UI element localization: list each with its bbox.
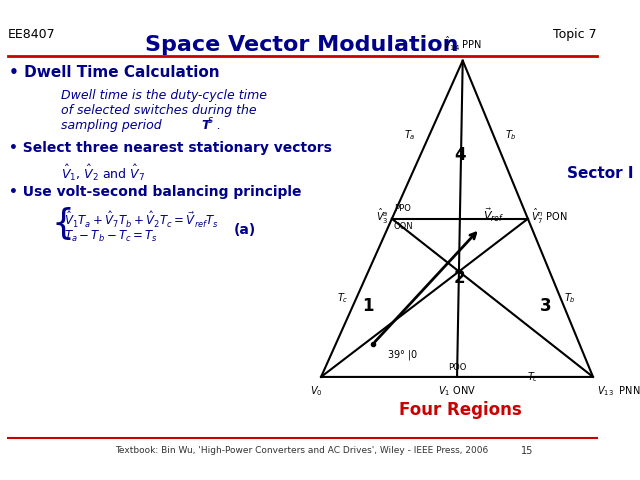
- Text: $V_{13}$  PNN: $V_{13}$ PNN: [597, 384, 640, 398]
- Text: 2: 2: [454, 269, 466, 287]
- Text: POO: POO: [448, 363, 466, 372]
- Text: of selected switches during the: of selected switches during the: [61, 104, 257, 117]
- Text: $V_1$ ONV: $V_1$ ONV: [438, 384, 476, 398]
- Text: $T_a$: $T_a$: [404, 128, 416, 142]
- Text: $\hat{V}_7^n$ PON: $\hat{V}_7^n$ PON: [531, 206, 567, 226]
- Text: $T_c$: $T_c$: [337, 291, 349, 305]
- Text: sampling period: sampling period: [61, 119, 166, 132]
- Text: $T_b$: $T_b$: [505, 128, 516, 142]
- Text: $T_c$: $T_c$: [527, 370, 538, 384]
- Text: $\vec{V}_{ref}$: $\vec{V}_{ref}$: [483, 206, 505, 224]
- Text: 15: 15: [521, 446, 534, 456]
- Text: 39° $|0$: 39° $|0$: [387, 348, 419, 361]
- Text: (a): (a): [234, 223, 257, 237]
- Text: Topic 7: Topic 7: [553, 27, 597, 40]
- Text: T: T: [201, 119, 210, 132]
- Text: $\hat{V}_1$, $\hat{V}_2$ and $\hat{V}_7$: $\hat{V}_1$, $\hat{V}_2$ and $\hat{V}_7$: [61, 163, 145, 183]
- Text: EE8407: EE8407: [8, 27, 55, 40]
- Text: $\hat{V}_3^a$: $\hat{V}_3^a$: [376, 206, 388, 226]
- Text: • Dwell Time Calculation: • Dwell Time Calculation: [10, 65, 220, 80]
- Text: • Select three nearest stationary vectors: • Select three nearest stationary vector…: [10, 141, 332, 155]
- Text: {: {: [52, 207, 75, 241]
- Text: $T_a - T_b - T_c = T_s$: $T_a - T_b - T_c = T_s$: [64, 228, 158, 244]
- Text: 1: 1: [362, 297, 374, 315]
- Text: $\hat{V}_{14}$ PPN: $\hat{V}_{14}$ PPN: [444, 35, 482, 53]
- Text: Textbook: Bin Wu, 'High-Power Converters and AC Drives', Wiley - IEEE Press, 200: Textbook: Bin Wu, 'High-Power Converters…: [116, 446, 489, 455]
- Text: • Use volt-second balancing principle: • Use volt-second balancing principle: [10, 185, 302, 199]
- Text: s: s: [208, 115, 213, 125]
- Text: $T_b$: $T_b$: [564, 291, 576, 305]
- Text: 3: 3: [540, 297, 552, 315]
- Text: OON: OON: [394, 222, 413, 230]
- Text: Sector I: Sector I: [566, 167, 633, 181]
- Text: Four Regions: Four Regions: [399, 401, 521, 419]
- Text: PPO: PPO: [394, 204, 411, 213]
- Text: 4: 4: [454, 146, 466, 164]
- Text: Space Vector Modulation: Space Vector Modulation: [145, 35, 459, 55]
- Text: $V_0$: $V_0$: [310, 384, 323, 398]
- Text: $\hat{V}_1 T_a + \hat{V}_7 T_b + \hat{V}_2 T_c = \vec{V}_{ref} T_s$: $\hat{V}_1 T_a + \hat{V}_7 T_b + \hat{V}…: [64, 210, 220, 230]
- Text: Dwell time is the duty-cycle time: Dwell time is the duty-cycle time: [61, 89, 268, 102]
- Text: .: .: [213, 119, 221, 132]
